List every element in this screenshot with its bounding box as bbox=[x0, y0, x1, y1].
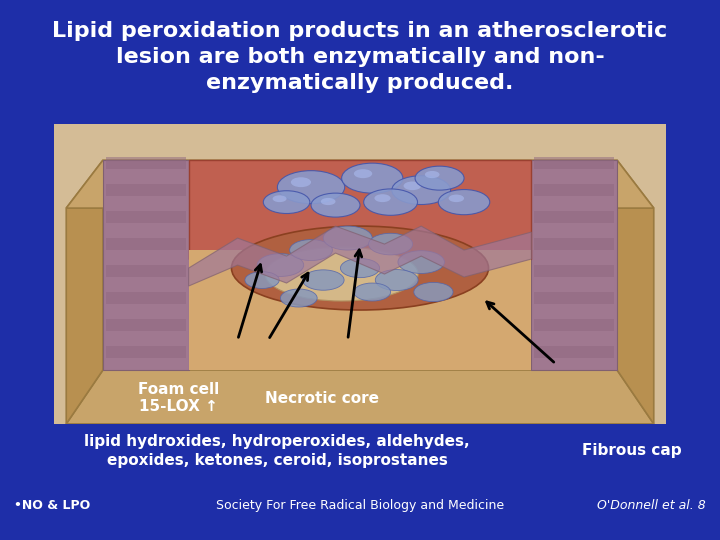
Text: Lipid peroxidation products in an atherosclerotic
lesion are both enzymatically : Lipid peroxidation products in an athero… bbox=[53, 22, 667, 93]
Text: •NO & LPO: •NO & LPO bbox=[14, 500, 91, 512]
Polygon shape bbox=[534, 238, 614, 250]
Polygon shape bbox=[534, 265, 614, 277]
Polygon shape bbox=[66, 160, 103, 424]
Circle shape bbox=[341, 163, 403, 193]
Polygon shape bbox=[531, 160, 617, 370]
Polygon shape bbox=[66, 160, 654, 208]
Circle shape bbox=[311, 193, 360, 217]
Text: Foam cell
15-LOX ↑: Foam cell 15-LOX ↑ bbox=[138, 382, 219, 415]
Text: lipid hydroxides, hydroperoxides, aldehydes,
epoxides, ketones, ceroid, isoprost: lipid hydroxides, hydroperoxides, aldehy… bbox=[84, 434, 470, 468]
Polygon shape bbox=[189, 250, 531, 370]
Ellipse shape bbox=[232, 226, 488, 310]
Polygon shape bbox=[617, 160, 654, 424]
Polygon shape bbox=[189, 226, 531, 286]
Circle shape bbox=[364, 189, 418, 215]
Text: Society For Free Radical Biology and Medicine: Society For Free Radical Biology and Med… bbox=[216, 500, 504, 512]
Circle shape bbox=[302, 270, 344, 290]
Circle shape bbox=[341, 259, 379, 278]
Circle shape bbox=[321, 198, 336, 205]
Circle shape bbox=[289, 240, 333, 261]
Polygon shape bbox=[534, 184, 614, 196]
Circle shape bbox=[369, 233, 413, 255]
Circle shape bbox=[245, 272, 279, 288]
Circle shape bbox=[414, 282, 453, 302]
Circle shape bbox=[449, 194, 464, 202]
Polygon shape bbox=[106, 157, 186, 169]
Polygon shape bbox=[534, 157, 614, 169]
Circle shape bbox=[323, 226, 372, 250]
Polygon shape bbox=[106, 184, 186, 196]
Polygon shape bbox=[534, 346, 614, 358]
Circle shape bbox=[438, 190, 490, 215]
Polygon shape bbox=[106, 211, 186, 223]
Polygon shape bbox=[534, 292, 614, 304]
Text: Necrotic core: Necrotic core bbox=[265, 391, 379, 406]
Polygon shape bbox=[106, 319, 186, 331]
Text: Fibrous cap: Fibrous cap bbox=[582, 443, 682, 458]
Circle shape bbox=[354, 169, 372, 178]
Circle shape bbox=[281, 289, 318, 307]
Polygon shape bbox=[106, 265, 186, 277]
Polygon shape bbox=[534, 211, 614, 223]
Circle shape bbox=[277, 171, 345, 204]
Polygon shape bbox=[106, 292, 186, 304]
Circle shape bbox=[354, 283, 391, 301]
Text: O'Donnell et al. 8: O'Donnell et al. 8 bbox=[597, 500, 706, 512]
Polygon shape bbox=[66, 370, 654, 424]
Circle shape bbox=[257, 254, 304, 276]
Circle shape bbox=[415, 166, 464, 190]
Polygon shape bbox=[106, 238, 186, 250]
Ellipse shape bbox=[265, 247, 418, 301]
Circle shape bbox=[291, 177, 311, 187]
Circle shape bbox=[425, 171, 439, 178]
Polygon shape bbox=[189, 160, 531, 259]
Circle shape bbox=[273, 195, 287, 202]
Circle shape bbox=[398, 251, 444, 273]
Polygon shape bbox=[103, 160, 189, 370]
Circle shape bbox=[264, 191, 310, 213]
Polygon shape bbox=[106, 346, 186, 358]
Circle shape bbox=[375, 269, 418, 291]
Circle shape bbox=[404, 181, 421, 190]
Circle shape bbox=[392, 176, 451, 205]
Polygon shape bbox=[534, 319, 614, 331]
Circle shape bbox=[374, 194, 391, 202]
